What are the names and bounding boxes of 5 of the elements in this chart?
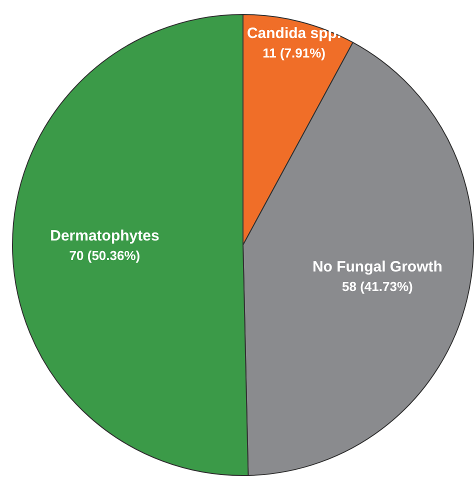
data-label: 58 (41.73%) [342, 279, 413, 294]
data-label: 70 (50.36%) [69, 248, 140, 264]
data-label: 11 (7.91%) [262, 46, 326, 61]
slice-label: Dermatophytes [50, 228, 160, 245]
slice-label: No Fungal Growth [312, 258, 442, 276]
